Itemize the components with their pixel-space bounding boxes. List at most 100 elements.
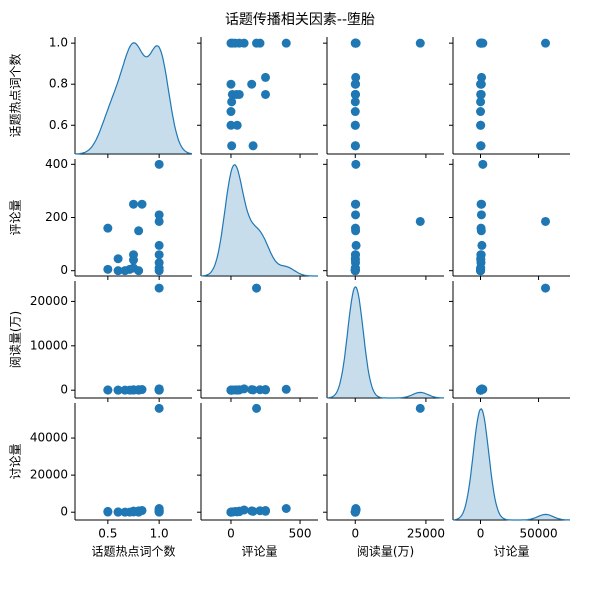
scatter-point: [476, 210, 486, 220]
scatter-point: [281, 38, 291, 48]
scatter-point: [350, 107, 360, 117]
y-tick-label: 200: [45, 210, 68, 224]
x-tick-label: 500: [289, 527, 312, 541]
scatter-point: [476, 385, 486, 395]
kde-area: [75, 42, 192, 154]
y-tick-label: 1.0: [49, 36, 68, 50]
scatter-point: [103, 264, 113, 274]
scatter-point: [415, 216, 425, 226]
scatter-point: [247, 79, 257, 89]
scatter-point: [226, 120, 236, 130]
y-axis-label: 评论量: [9, 199, 23, 235]
scatter-point: [252, 38, 262, 48]
scatter-point: [261, 72, 271, 82]
scatter-point: [103, 506, 113, 516]
scatter-point: [154, 210, 164, 220]
scatter-point: [154, 216, 164, 226]
scatter-point: [248, 506, 258, 516]
scatter-point: [248, 141, 258, 151]
scatter-point: [113, 507, 123, 517]
y-tick-label: 0.8: [49, 77, 68, 91]
x-tick-label: 0: [351, 527, 359, 541]
scatter-point: [120, 507, 130, 517]
scatter-point: [227, 507, 237, 517]
scatter-point: [113, 385, 123, 395]
scatter-point: [350, 120, 360, 130]
scatter-point: [261, 385, 271, 395]
y-tick-label: 20000: [30, 294, 68, 308]
x-tick-label: 0.5: [98, 527, 117, 541]
y-tick-label: 10000: [30, 338, 68, 352]
scatter-point: [476, 38, 486, 48]
scatter-point: [137, 199, 147, 209]
scatter-point: [477, 240, 487, 250]
y-axis-label: 话题热点词个数: [8, 53, 23, 137]
scatter-point: [234, 89, 244, 99]
chart-title: 话题传播相关因素--堕胎: [225, 11, 375, 28]
scatter-point: [350, 79, 360, 89]
kde-area: [201, 164, 318, 276]
scatter-point: [476, 79, 486, 89]
y-tick-label: 0.6: [49, 118, 68, 132]
y-tick-label: 40000: [30, 431, 68, 445]
x-axis-label: 评论量: [241, 545, 277, 559]
scatter-point: [478, 159, 488, 169]
scatter-point: [350, 506, 360, 516]
scatter-point: [248, 385, 258, 395]
scatter-point: [477, 72, 487, 82]
scatter-point: [351, 240, 361, 250]
kde-curve: [75, 42, 193, 155]
scatter-point: [227, 141, 237, 151]
scatter-point: [476, 89, 486, 99]
scatter-point: [261, 506, 271, 516]
scatter-point: [476, 264, 486, 274]
scatter-point: [129, 250, 138, 260]
scatter-point: [252, 403, 262, 413]
scatter-point: [227, 385, 237, 395]
scatter-point: [154, 385, 164, 395]
scatter-point: [281, 504, 291, 514]
scatter-point: [154, 159, 164, 169]
scatter-point: [350, 199, 360, 209]
x-tick-label: 1.0: [150, 527, 169, 541]
scatter-point: [261, 89, 271, 99]
scatter-point: [541, 216, 551, 226]
scatter-point: [351, 89, 361, 99]
y-tick-label: 0: [60, 383, 68, 397]
scatter-point: [154, 506, 164, 516]
scatter-point: [113, 254, 123, 264]
scatter-point: [350, 264, 360, 274]
scatter-point: [476, 254, 486, 264]
scatter-point: [227, 97, 237, 107]
scatter-point: [476, 120, 486, 130]
scatter-point: [350, 38, 360, 48]
scatter-point: [350, 254, 360, 264]
scatter-point: [154, 266, 164, 276]
scatter-point: [541, 38, 551, 48]
scatter-point: [230, 38, 240, 48]
kde-curve: [201, 164, 318, 277]
scatter-point: [541, 283, 551, 293]
x-tick-label: 25000: [407, 527, 445, 541]
y-tick-label: 0: [60, 263, 68, 277]
scatter-point: [103, 385, 113, 395]
x-axis-label: 讨论量: [493, 545, 529, 559]
scatter-point: [154, 240, 164, 250]
scatter-point: [351, 72, 361, 82]
x-tick-label: 0: [227, 527, 235, 541]
scatter-point: [350, 141, 360, 151]
scatter-point: [476, 199, 486, 209]
scatter-point: [154, 258, 164, 268]
scatter-point: [226, 107, 236, 117]
scatter-point: [351, 159, 361, 169]
scatter-point: [154, 283, 164, 293]
scatter-point: [103, 223, 113, 233]
kde-area: [327, 286, 444, 398]
scatter-point: [476, 223, 486, 233]
scatter-point: [154, 403, 164, 413]
kde-curve: [452, 408, 571, 521]
scatter-point: [129, 199, 138, 209]
scatter-point: [415, 403, 425, 413]
scatter-point: [232, 120, 242, 130]
